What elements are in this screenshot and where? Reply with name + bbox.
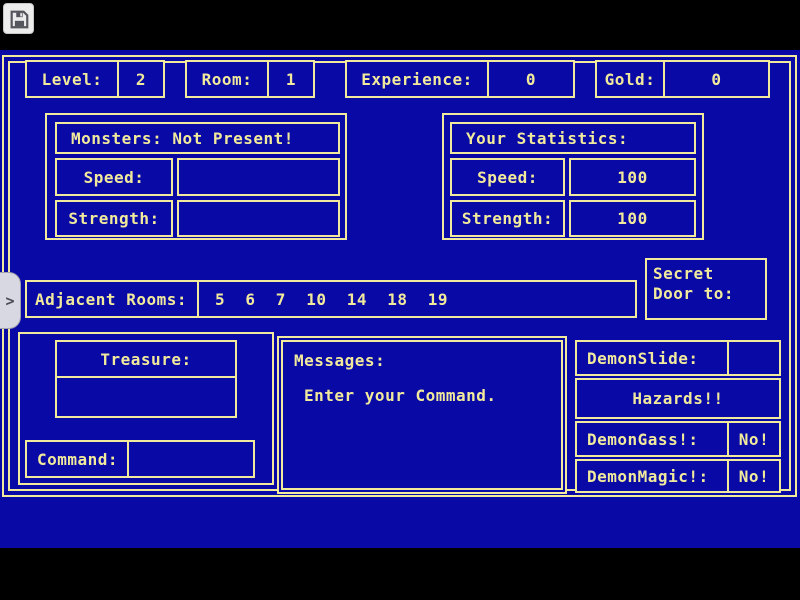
player-speed-label-box: Speed: [450, 158, 565, 196]
monster-speed-label-box: Speed: [55, 158, 173, 196]
level-label: Level: [41, 69, 103, 89]
floppy-disk-icon [8, 8, 30, 30]
hazards-header: Hazards!! [632, 389, 724, 408]
secret-door-label: Secret Door to: [653, 264, 735, 303]
demongass-value: No! [727, 423, 779, 455]
player-strength-value-box: 100 [569, 200, 696, 237]
gold-value: 0 [663, 62, 768, 96]
monster-speed-label: Speed: [83, 167, 145, 187]
demonslide-value [727, 342, 779, 374]
experience-value: 0 [487, 62, 573, 96]
message-text: Enter your Command. [304, 386, 497, 405]
side-panel-toggle[interactable]: > [0, 272, 21, 329]
treasure-header: Treasure: [57, 342, 235, 378]
demonmagic-value: No! [727, 461, 779, 491]
monster-strength-value-box [177, 200, 340, 237]
demonmagic-row: DemonMagic!: No! [575, 459, 781, 493]
save-button[interactable] [3, 3, 34, 34]
hazards-header-row: Hazards!! [575, 378, 781, 419]
room-value: 1 [267, 62, 313, 96]
gold-label: Gold: [604, 69, 656, 89]
demonslide-row: DemonSlide: [575, 340, 781, 376]
secret-door-box: Secret Door to: [645, 258, 767, 320]
experience-label: Experience: [361, 69, 473, 89]
treasure-value [57, 378, 235, 416]
level-box: Level: 2 [25, 60, 165, 98]
your-statistics-header: Your Statistics: [466, 128, 629, 148]
command-box: Command: [25, 440, 255, 478]
messages-box: Messages: Enter your Command. [277, 336, 567, 494]
demonslide-label: DemonSlide: [587, 348, 699, 368]
gold-box: Gold: 0 [595, 60, 770, 98]
player-speed-value-box: 100 [569, 158, 696, 196]
command-label: Command: [37, 449, 119, 469]
adjacent-rooms-box: Adjacent Rooms: 5 6 7 10 14 18 19 [25, 280, 637, 318]
demongass-row: DemonGass!: No! [575, 421, 781, 457]
your-statistics-header-box: Your Statistics: [450, 122, 696, 154]
room-label: Room: [201, 69, 253, 89]
command-input[interactable] [127, 442, 253, 476]
adjacent-rooms-values: 5 6 7 10 14 18 19 [197, 282, 635, 316]
treasure-box: Treasure: [55, 340, 237, 418]
messages-inner-border: Messages: Enter your Command. [281, 340, 563, 490]
monster-strength-label: Strength: [68, 209, 160, 228]
player-speed-label: Speed: [477, 167, 538, 187]
monster-strength-label-box: Strength: [55, 200, 173, 237]
messages-header: Messages: [294, 351, 386, 370]
monster-speed-value-box [177, 158, 340, 196]
monster-speed-value [179, 160, 338, 194]
chevron-right-icon: > [5, 291, 15, 310]
demonmagic-label: DemonMagic!: [587, 466, 709, 486]
adjacent-rooms-label: Adjacent Rooms: [35, 289, 187, 309]
player-strength-value: 100 [617, 209, 648, 228]
player-strength-label: Strength: [461, 209, 554, 228]
demongass-label: DemonGass!: [587, 429, 699, 449]
monster-strength-value [179, 202, 338, 235]
room-box: Room: 1 [185, 60, 315, 98]
player-strength-label-box: Strength: [450, 200, 565, 237]
player-speed-value: 100 [617, 167, 648, 187]
monsters-header-box: Monsters: Not Present! [55, 122, 340, 154]
level-value: 2 [117, 62, 163, 96]
monsters-header: Monsters: Not Present! [71, 128, 294, 148]
experience-box: Experience: 0 [345, 60, 575, 98]
